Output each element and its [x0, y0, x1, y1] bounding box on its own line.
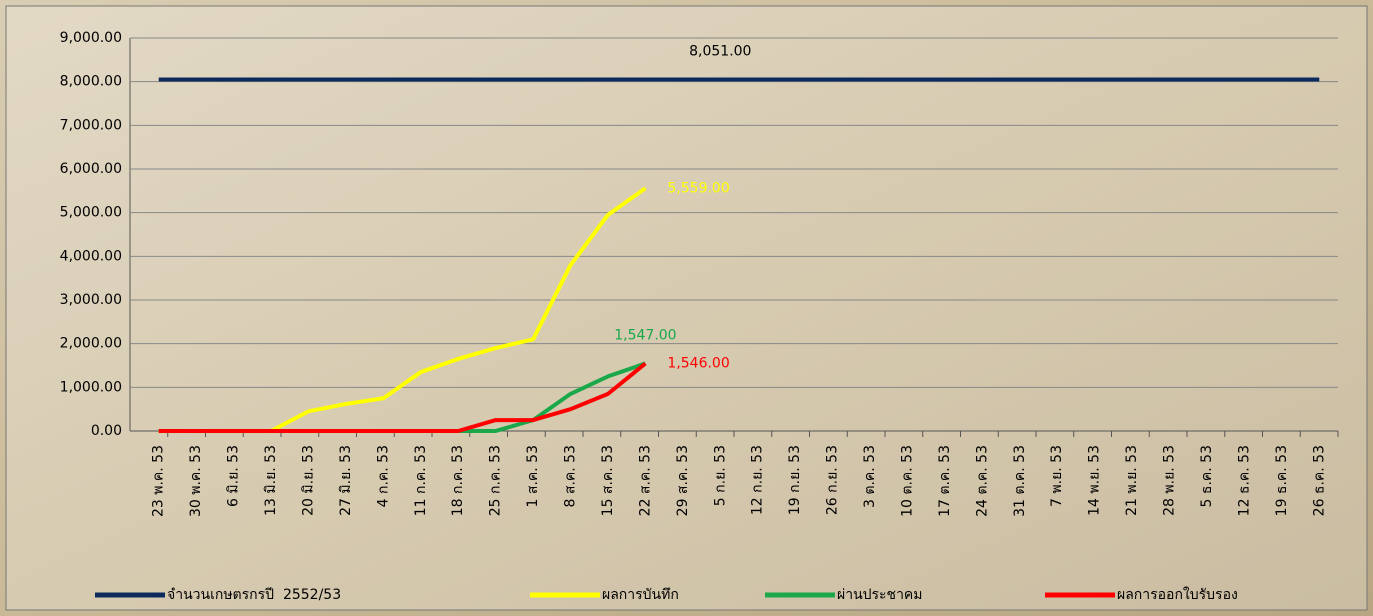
y-tick-label: 2,000.00 [60, 336, 122, 352]
data-label: 5,559.00 [667, 180, 729, 196]
x-tick-label: 7 พ.ย. 53 [1049, 445, 1065, 507]
x-tick-label: 8 ส.ค. 53 [563, 445, 579, 507]
x-tick-label: 12 ก.ย. 53 [750, 445, 766, 515]
x-tick-label: 6 มิ.ย. 53 [226, 445, 242, 507]
x-tick-label: 1 ส.ค. 53 [525, 445, 541, 507]
legend-label: จำนวนเกษตรกรปี 2552/53 [167, 587, 341, 603]
x-tick-label: 25 ก.ค. 53 [488, 445, 504, 516]
x-tick-label: 28 พ.ย. 53 [1162, 445, 1178, 516]
x-tick-label: 15 ส.ค. 53 [600, 445, 616, 516]
x-tick-label: 18 ก.ค. 53 [450, 445, 466, 516]
legend-label: ผลการออกใบรับรอง [1117, 586, 1238, 603]
x-tick-label: 23 พ.ค. 53 [151, 445, 167, 517]
x-tick-label: 20 มิ.ย. 53 [300, 445, 316, 516]
legend-label: ผลการบันทึก [602, 587, 679, 603]
x-tick-label: 13 มิ.ย. 53 [263, 445, 279, 516]
x-tick-label: 21 พ.ย. 53 [1124, 445, 1140, 516]
x-tick-label: 10 ต.ค. 53 [899, 445, 915, 517]
x-tick-label: 26 ก.ย. 53 [825, 445, 841, 515]
y-tick-label: 4,000.00 [60, 248, 122, 264]
data-label: 1,546.00 [667, 355, 729, 371]
chart-frame [5, 5, 1368, 611]
y-tick-label: 9,000.00 [60, 30, 122, 46]
y-tick-label: 6,000.00 [60, 161, 122, 177]
x-tick-label: 19 ก.ย. 53 [787, 445, 803, 515]
x-tick-label: 19 ธ.ค. 53 [1274, 445, 1290, 516]
x-tick-label: 26 ธ.ค. 53 [1311, 445, 1327, 516]
x-tick-label: 14 พ.ย. 53 [1087, 445, 1103, 516]
y-tick-label: 3,000.00 [60, 292, 122, 308]
x-tick-label: 30 พ.ค. 53 [188, 445, 204, 517]
series-line [158, 361, 647, 433]
x-tick-label: 29 ส.ค. 53 [675, 445, 691, 516]
data-label: 8,051.00 [689, 43, 751, 59]
y-tick-label: 0.00 [91, 423, 122, 439]
y-tick-label: 1,000.00 [60, 379, 122, 395]
x-tick-label: 5 ก.ย. 53 [712, 445, 728, 506]
x-tick-label: 17 ต.ค. 53 [937, 445, 953, 517]
x-tick-label: 12 ธ.ค. 53 [1236, 445, 1252, 516]
y-tick-label: 7,000.00 [60, 117, 122, 133]
x-tick-label: 24 ต.ค. 53 [974, 445, 990, 517]
legend-label: ผ่านประชาคม [837, 587, 923, 603]
x-tick-label: 22 ส.ค. 53 [637, 445, 653, 516]
x-tick-label: 27 มิ.ย. 53 [338, 445, 354, 516]
y-tick-label: 8,000.00 [60, 74, 122, 90]
y-tick-label: 5,000.00 [60, 205, 122, 221]
x-tick-label: 3 ต.ค. 53 [862, 445, 878, 508]
x-tick-label: 5 ธ.ค. 53 [1199, 445, 1215, 507]
data-label: 1,547.00 [614, 327, 676, 343]
x-tick-label: 11 ก.ค. 53 [413, 445, 429, 516]
x-tick-label: 4 ก.ค. 53 [375, 445, 391, 507]
x-tick-label: 31 ต.ค. 53 [1012, 445, 1028, 517]
